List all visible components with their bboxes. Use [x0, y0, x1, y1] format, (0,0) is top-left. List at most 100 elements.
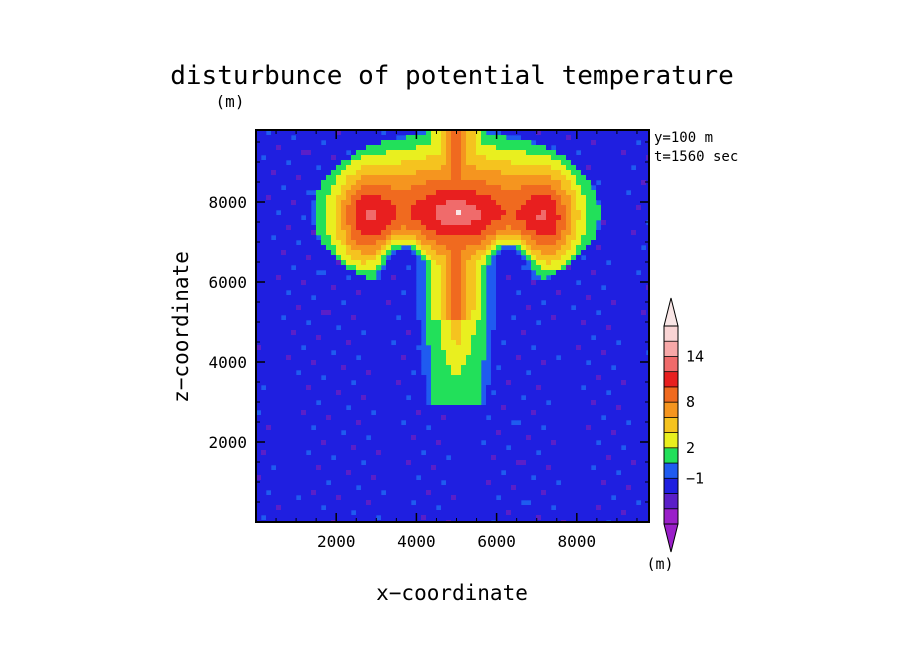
- contour-cell: [466, 270, 472, 276]
- contour-cell: [591, 355, 597, 361]
- contour-cell: [606, 335, 612, 341]
- contour-cell: [561, 275, 567, 281]
- contour-cell: [506, 410, 512, 416]
- contour-cell: [471, 275, 477, 281]
- contour-cell: [256, 455, 262, 461]
- contour-cell: [471, 280, 477, 286]
- contour-cell: [421, 405, 427, 411]
- contour-cell: [346, 315, 352, 321]
- contour-cell: [536, 420, 542, 426]
- contour-cell: [321, 320, 327, 326]
- contour-cell: [356, 285, 362, 291]
- contour-cell: [486, 180, 492, 186]
- contour-cell: [591, 410, 597, 416]
- contour-cell: [461, 140, 467, 146]
- contour-cell: [541, 360, 547, 366]
- contour-cell: [366, 455, 372, 461]
- contour-cell: [616, 160, 622, 166]
- contour-cell: [431, 230, 437, 236]
- contour-cell: [526, 360, 532, 366]
- contour-cell: [466, 295, 472, 301]
- contour-cell: [426, 435, 432, 441]
- contour-cell: [561, 285, 567, 291]
- contour-cell: [381, 135, 387, 141]
- contour-cell: [536, 220, 542, 226]
- contour-cell: [541, 230, 547, 236]
- contour-cell: [546, 340, 552, 346]
- contour-cell: [626, 265, 632, 271]
- contour-cell: [556, 165, 562, 171]
- contour-cell: [591, 275, 597, 281]
- contour-cell: [571, 240, 577, 246]
- contour-cell: [326, 415, 332, 421]
- contour-cell: [611, 215, 617, 221]
- contour-cell: [631, 430, 637, 436]
- contour-cell: [306, 205, 312, 211]
- contour-cell: [471, 375, 477, 381]
- contour-cell: [531, 195, 537, 201]
- contour-cell: [271, 135, 277, 141]
- contour-cell: [621, 335, 627, 341]
- contour-cell: [516, 235, 522, 241]
- contour-cell: [476, 435, 482, 441]
- contour-cell: [371, 210, 377, 216]
- contour-cell: [266, 390, 272, 396]
- contour-cell: [451, 200, 457, 206]
- contour-cell: [351, 325, 357, 331]
- contour-cell: [316, 200, 322, 206]
- contour-cell: [411, 140, 417, 146]
- contour-cell: [256, 215, 262, 221]
- contour-cell: [641, 250, 647, 256]
- contour-cell: [536, 240, 542, 246]
- contour-cell: [356, 190, 362, 196]
- contour-cell: [591, 385, 597, 391]
- contour-cell: [476, 300, 482, 306]
- contour-cell: [556, 300, 562, 306]
- contour-cell: [291, 385, 297, 391]
- contour-cell: [386, 390, 392, 396]
- contour-cell: [471, 265, 477, 271]
- contour-cell: [601, 340, 607, 346]
- contour-cell: [316, 445, 322, 451]
- contour-cell: [446, 190, 452, 196]
- contour-cell: [636, 310, 642, 316]
- contour-cell: [586, 345, 592, 351]
- contour-cell: [591, 405, 597, 411]
- contour-cell: [336, 340, 342, 346]
- contour-cell: [276, 425, 282, 431]
- contour-cell: [451, 245, 457, 251]
- contour-cell: [371, 295, 377, 301]
- contour-cell: [326, 330, 332, 336]
- contour-cell: [436, 295, 442, 301]
- contour-cell: [421, 180, 427, 186]
- contour-cell: [266, 145, 272, 151]
- contour-cell: [581, 135, 587, 141]
- contour-cell: [321, 365, 327, 371]
- contour-cell: [626, 300, 632, 306]
- contour-cell: [406, 345, 412, 351]
- contour-cell: [506, 210, 512, 216]
- contour-cell: [476, 390, 482, 396]
- contour-cell: [446, 215, 452, 221]
- contour-cell: [636, 205, 642, 211]
- contour-cell: [531, 365, 537, 371]
- contour-cell: [261, 355, 267, 361]
- contour-cell: [521, 415, 527, 421]
- contour-cell: [436, 135, 442, 141]
- contour-cell: [496, 375, 502, 381]
- contour-cell: [471, 235, 477, 241]
- contour-cell: [431, 260, 437, 266]
- contour-cell: [481, 170, 487, 176]
- contour-cell: [346, 375, 352, 381]
- contour-cell: [641, 425, 647, 431]
- contour-cell: [356, 400, 362, 406]
- contour-cell: [576, 300, 582, 306]
- contour-cell: [521, 305, 527, 311]
- contour-cell: [566, 135, 572, 141]
- contour-cell: [601, 240, 607, 246]
- contour-cell: [591, 150, 597, 156]
- contour-cell: [481, 350, 487, 356]
- contour-cell: [441, 375, 447, 381]
- contour-cell: [271, 140, 277, 146]
- contour-cell: [586, 280, 592, 286]
